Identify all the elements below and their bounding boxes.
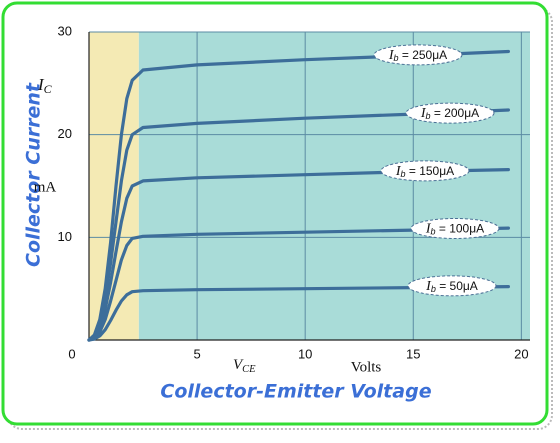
legend-label: Ib = 150μA (395, 164, 454, 179)
y-tick-label: 20 (58, 126, 72, 141)
x-axis-title: Collector-Emitter Voltage (160, 381, 431, 403)
y-tick-label: 30 (58, 23, 72, 38)
legend-badge (410, 217, 500, 239)
x-tick-label: 20 (514, 346, 528, 361)
y-tick-label: 10 (58, 229, 72, 244)
legend-badge (373, 44, 463, 66)
legend-badge (407, 275, 497, 297)
legend-label: Ib = 50μA (425, 279, 478, 294)
x-tick-label: 0 (68, 346, 75, 361)
legend-label: Ib = 200μA (420, 106, 479, 121)
plot-area: Ib = 250μA Ib = 200μA Ib = 150μA Ib = 100μA… (87, 31, 530, 342)
x-tick-label: 15 (406, 346, 420, 361)
legend-label: Ib = 100μA (425, 222, 484, 237)
curve (87, 226, 510, 342)
legend-badge (380, 160, 470, 182)
x-unit: Volts (351, 359, 382, 375)
y-label: IC (37, 75, 53, 96)
curve (87, 285, 510, 342)
legend-label: Ib = 250μA (388, 48, 447, 63)
y-axis-title: Collector Current (23, 82, 45, 267)
x-tick-label: 10 (298, 346, 312, 361)
x-label: VCE (233, 357, 256, 375)
y-unit: mA (34, 179, 57, 195)
x-tick-label: 5 (193, 346, 200, 361)
curve (87, 168, 510, 342)
legend-badge (405, 102, 495, 124)
